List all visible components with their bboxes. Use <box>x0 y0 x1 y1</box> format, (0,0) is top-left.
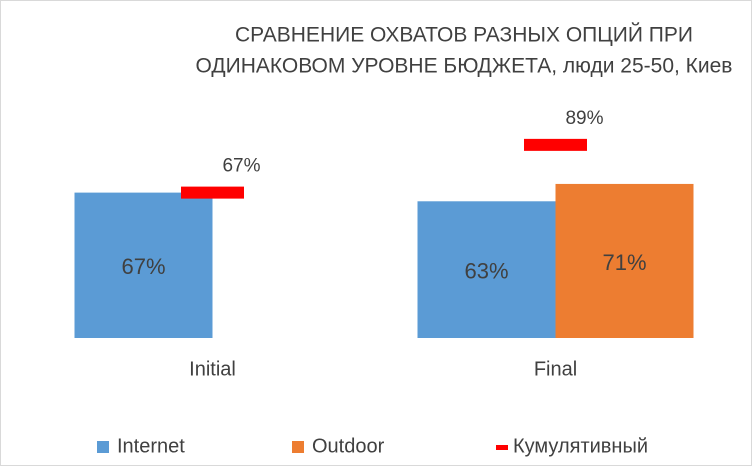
cumulative-marker <box>524 138 587 151</box>
legend-label: Internet <box>117 435 185 457</box>
data-label: 89% <box>565 108 603 129</box>
legend-swatch <box>292 441 304 453</box>
x-tick-label: Final <box>534 358 577 380</box>
bar <box>74 192 213 338</box>
data-label: 71% <box>602 250 646 275</box>
cumulative-marker <box>181 186 244 199</box>
bar <box>555 183 694 338</box>
chart-title: ОДИНАКОВОМ УРОВНЕ БЮДЖЕТА, люди 25-50, К… <box>196 55 733 78</box>
x-tick-label: Initial <box>189 358 236 380</box>
data-label: 67% <box>121 254 165 279</box>
data-label: 63% <box>464 258 508 283</box>
legend-label: Outdoor <box>312 435 385 457</box>
legend-swatch <box>496 445 508 450</box>
legend-swatch <box>97 441 109 453</box>
bar <box>417 201 556 338</box>
chart-title: СРАВНЕНИЕ ОХВАТОВ РАЗНЫХ ОПЦИЙ ПРИ <box>235 23 693 47</box>
data-label: 67% <box>222 156 260 177</box>
legend-label: Кумулятивный <box>513 435 648 457</box>
